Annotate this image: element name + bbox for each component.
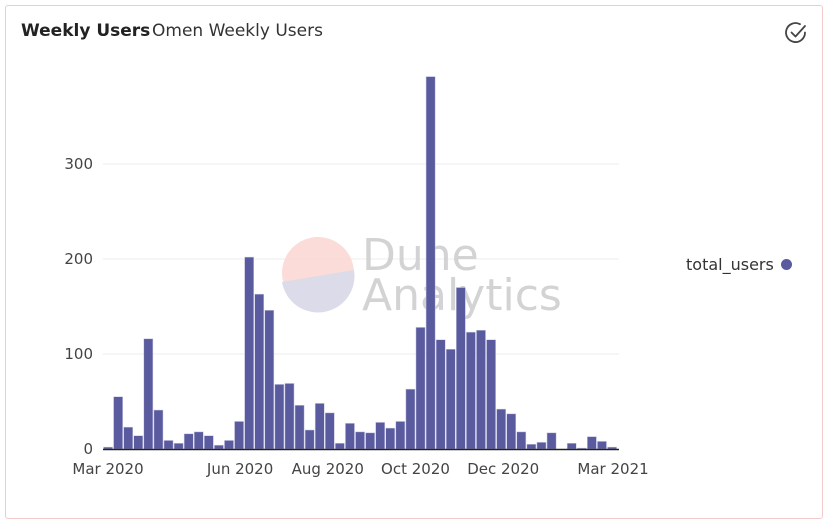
bar[interactable] xyxy=(163,440,174,450)
x-tick-label: Oct 2020 xyxy=(381,460,450,478)
chart-subtitle: Omen Weekly Users xyxy=(152,21,323,41)
bar[interactable] xyxy=(284,383,295,450)
x-tick-label: Mar 2021 xyxy=(577,460,648,478)
bar[interactable] xyxy=(193,431,204,450)
bar[interactable] xyxy=(516,431,527,450)
y-tick-label: 0 xyxy=(83,440,93,458)
chart-title: Weekly Users xyxy=(21,21,151,41)
bar[interactable] xyxy=(607,446,617,450)
y-tick-label: 200 xyxy=(64,250,93,268)
bar[interactable] xyxy=(214,444,224,450)
legend-label: total_users xyxy=(686,255,774,274)
bar[interactable] xyxy=(456,287,466,450)
bar[interactable] xyxy=(476,330,486,450)
bar[interactable] xyxy=(274,384,285,450)
bar[interactable] xyxy=(244,256,254,450)
check-circle-icon[interactable] xyxy=(784,21,808,45)
bar[interactable] xyxy=(103,446,113,450)
bar[interactable] xyxy=(445,349,456,450)
bar[interactable] xyxy=(123,426,133,450)
bar[interactable] xyxy=(405,388,416,450)
bar[interactable] xyxy=(234,421,244,450)
bar[interactable] xyxy=(143,338,154,450)
bar[interactable] xyxy=(294,405,305,450)
bar[interactable] xyxy=(506,413,517,450)
bar[interactable] xyxy=(566,443,577,450)
legend-dot-icon xyxy=(780,259,792,270)
bar[interactable] xyxy=(325,412,335,450)
bar[interactable] xyxy=(395,421,406,450)
chart-card xyxy=(5,5,823,519)
dune-watermark: Dune Analytics xyxy=(282,230,562,321)
bar[interactable] xyxy=(173,443,184,450)
bar[interactable] xyxy=(264,310,275,450)
bar[interactable] xyxy=(204,435,214,450)
watermark-line1: Dune xyxy=(362,230,479,281)
bar[interactable] xyxy=(133,435,144,450)
x-tick-label: Jun 2020 xyxy=(206,460,273,478)
bar[interactable] xyxy=(546,432,557,450)
bar[interactable] xyxy=(415,327,426,450)
bar[interactable] xyxy=(526,444,537,450)
bar[interactable] xyxy=(536,442,547,450)
bar[interactable] xyxy=(345,423,355,450)
bar[interactable] xyxy=(183,433,194,450)
bar[interactable] xyxy=(304,429,315,450)
bar[interactable] xyxy=(224,440,234,450)
bar[interactable] xyxy=(113,396,123,450)
bar[interactable] xyxy=(254,293,265,450)
bar[interactable] xyxy=(314,403,325,450)
x-tick-label: Dec 2020 xyxy=(467,460,539,478)
bar[interactable] xyxy=(587,436,597,450)
x-tick-label: Mar 2020 xyxy=(72,460,143,478)
bar[interactable] xyxy=(385,427,396,450)
y-tick-label: 100 xyxy=(64,345,93,363)
bar[interactable] xyxy=(335,443,345,450)
bar[interactable] xyxy=(153,409,164,450)
bar[interactable] xyxy=(365,432,375,450)
bar[interactable] xyxy=(425,76,436,450)
bar[interactable] xyxy=(486,339,496,450)
legend[interactable]: total_users xyxy=(686,255,792,274)
bar[interactable] xyxy=(435,339,446,450)
bar[interactable] xyxy=(597,441,607,450)
y-tick-label: 300 xyxy=(64,155,93,173)
bar[interactable] xyxy=(466,331,476,450)
x-tick-label: Aug 2020 xyxy=(292,460,364,478)
bar[interactable] xyxy=(496,408,506,450)
bar[interactable] xyxy=(355,431,365,450)
bar[interactable] xyxy=(375,422,385,450)
